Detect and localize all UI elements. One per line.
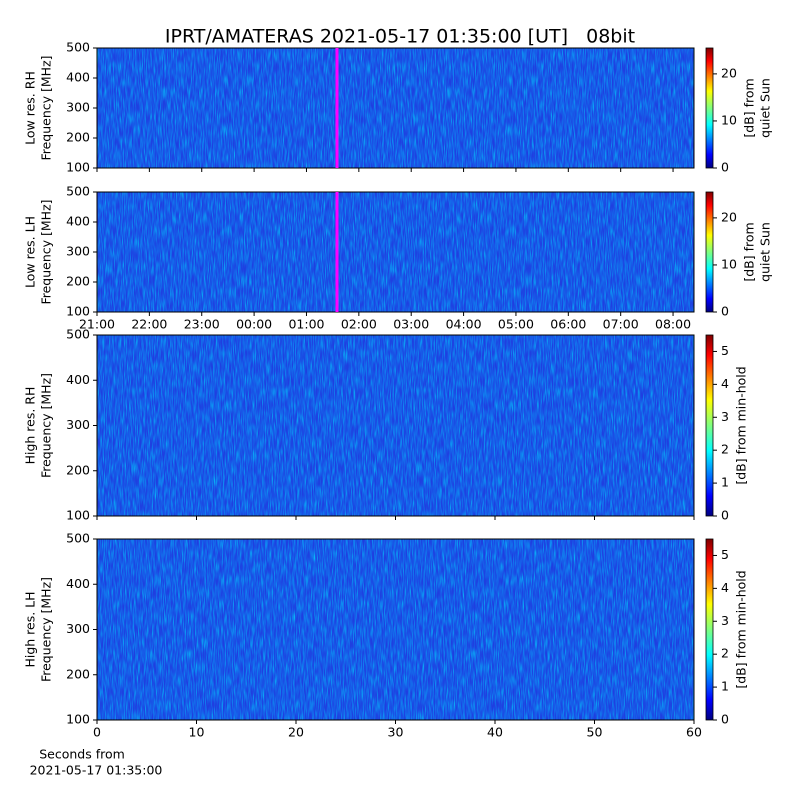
colorbar-tick-label: 0 [721, 712, 729, 727]
y-axis-label: Frequency [MHz] [39, 55, 54, 160]
x-tick-label: 30 [388, 725, 404, 740]
colorbar-tick-label: 1 [721, 679, 729, 694]
y-tick-label: 500 [66, 40, 90, 55]
y-tick-label: 400 [66, 576, 90, 591]
y-tick-label: 500 [66, 184, 90, 199]
x-axis-label: 2021-05-17 01:35:00 [30, 763, 163, 778]
title: IPRT/AMATERAS 2021-05-17 01:35:00 [UT] 0… [165, 26, 635, 48]
y-tick-label: 500 [66, 327, 90, 342]
colorbar-tick-label: 2 [721, 442, 729, 457]
x-tick-label: 40 [487, 725, 503, 740]
x-tick-label: 07:00 [603, 317, 639, 332]
spectrogram-texture [97, 48, 694, 168]
colorbar-label: [dB] from [742, 222, 757, 281]
colorbar-label: quiet Sun [758, 78, 773, 138]
y-tick-label: 200 [66, 130, 90, 145]
colorbar-tick-label: 0 [721, 508, 729, 523]
x-tick-label: 01:00 [288, 317, 324, 332]
colorbar-tick-label: 3 [721, 409, 729, 424]
y-tick-label: 300 [66, 417, 90, 432]
y-tick-label: 500 [66, 531, 90, 546]
x-tick-label: 22:00 [131, 317, 167, 332]
y-tick-label: 300 [66, 621, 90, 636]
colorbar-tick-label: 4 [721, 580, 729, 595]
colorbar-label: [dB] from min-hold [734, 366, 749, 484]
colorbar-tick-label: 4 [721, 376, 729, 391]
colorbar [705, 334, 714, 517]
x-tick-label: 02:00 [341, 317, 377, 332]
colorbar-tick-label: 3 [721, 613, 729, 628]
colorbar-tick-label: 2 [721, 646, 729, 661]
y-axis-label: High res. RH [23, 387, 38, 465]
colorbar-tick-label: 0 [721, 160, 729, 175]
x-tick-label: 50 [587, 725, 603, 740]
colorbar-label: [dB] from min-hold [734, 570, 749, 688]
colorbar-tick-label: 20 [721, 65, 737, 80]
y-tick-label: 400 [66, 214, 90, 229]
x-tick-label: 04:00 [446, 317, 482, 332]
spectrogram-texture [97, 335, 694, 516]
x-tick-label: 08:00 [655, 317, 691, 332]
x-tick-label: 23:00 [184, 317, 220, 332]
x-tick-label: 60 [686, 725, 702, 740]
x-tick-label: 05:00 [498, 317, 534, 332]
y-tick-label: 300 [66, 244, 90, 259]
colorbar [705, 538, 714, 721]
y-tick-label: 100 [66, 304, 90, 319]
colorbar [705, 191, 714, 313]
colorbar-label: [dB] from [742, 78, 757, 137]
y-axis-label: Frequency [MHz] [39, 577, 54, 682]
colorbar-tick-label: 10 [721, 112, 737, 127]
colorbar-tick-label: 20 [721, 209, 737, 224]
y-tick-label: 100 [66, 712, 90, 727]
colorbar [705, 47, 714, 169]
x-tick-label: 20 [288, 725, 304, 740]
y-tick-label: 200 [66, 666, 90, 681]
colorbar-tick-label: 5 [721, 547, 729, 562]
x-tick-label: 10 [189, 725, 205, 740]
x-tick-label: 06:00 [550, 317, 586, 332]
x-axis-label: Seconds from [39, 747, 125, 762]
y-axis-label: High res. LH [23, 591, 38, 667]
colorbar-tick-label: 5 [721, 343, 729, 358]
x-tick-label: 0 [93, 725, 101, 740]
colorbar-tick-label: 0 [721, 304, 729, 319]
spectrogram-texture [97, 539, 694, 720]
y-axis-label: Frequency [MHz] [39, 373, 54, 478]
colorbar-tick-label: 10 [721, 256, 737, 271]
y-tick-label: 100 [66, 160, 90, 175]
y-tick-label: 200 [66, 274, 90, 289]
y-tick-label: 200 [66, 462, 90, 477]
spectrogram-texture [97, 192, 694, 312]
y-axis-label: Low res. RH [23, 71, 38, 145]
colorbar-tick-label: 1 [721, 475, 729, 490]
y-tick-label: 100 [66, 508, 90, 523]
y-tick-label: 300 [66, 100, 90, 115]
x-tick-label: 00:00 [236, 317, 272, 332]
colorbar-label: quiet Sun [758, 222, 773, 282]
x-tick-label: 21:00 [79, 317, 115, 332]
y-tick-label: 400 [66, 372, 90, 387]
x-tick-label: 03:00 [393, 317, 429, 332]
y-axis-label: Low res. LH [23, 216, 38, 288]
y-axis-label: Frequency [MHz] [39, 199, 54, 304]
y-tick-label: 400 [66, 70, 90, 85]
